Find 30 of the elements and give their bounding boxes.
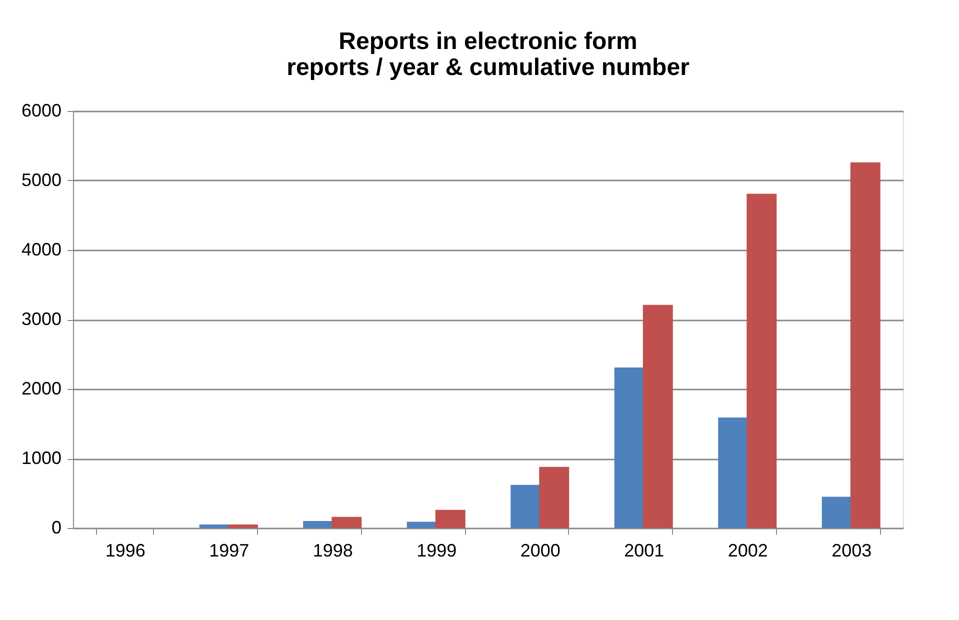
- bar: [303, 521, 334, 528]
- bar: [332, 516, 362, 528]
- x-tick-label: 2003: [832, 540, 872, 560]
- y-tick-label: 4000: [21, 240, 62, 260]
- x-tick-label: 2000: [520, 540, 560, 560]
- bar: [642, 304, 673, 528]
- chart-title: Reports in electronic form reports / year & cumulative number: [286, 28, 690, 81]
- y-tick-label: 2000: [21, 378, 62, 398]
- x-tick-label: 2002: [728, 540, 768, 560]
- x-tick-label: 1996: [105, 540, 146, 560]
- bar: [539, 466, 570, 528]
- x-tick-label: 1999: [416, 540, 457, 560]
- bar: [228, 524, 258, 528]
- bar: [510, 484, 541, 528]
- x-tick-label: 2001: [624, 540, 664, 560]
- bar: [746, 194, 777, 528]
- bar: [614, 367, 644, 528]
- y-tick-label: 1000: [21, 448, 62, 468]
- bar: [406, 522, 437, 528]
- bar: [199, 524, 230, 528]
- bar: [718, 417, 748, 528]
- y-tick-label: 6000: [21, 100, 62, 120]
- x-tick-label: 1998: [312, 540, 353, 560]
- y-tick-label: 3000: [21, 309, 62, 329]
- x-tick-label: 1997: [209, 540, 250, 560]
- bar: [850, 162, 880, 528]
- bar: [822, 496, 852, 528]
- y-tick-label: 0: [51, 518, 62, 538]
- y-tick-label: 5000: [21, 170, 62, 190]
- bar: [435, 510, 466, 528]
